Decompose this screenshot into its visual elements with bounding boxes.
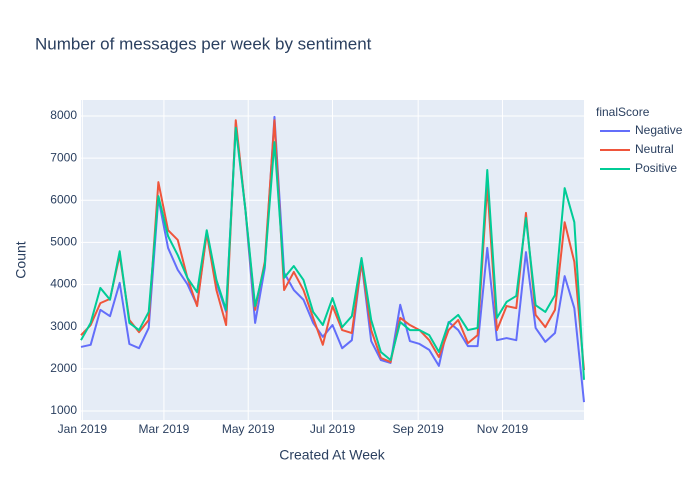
x-tick-label: Jan 2019 (58, 422, 108, 436)
x-tick-label: Jul 2019 (310, 422, 356, 436)
x-tick-label: Sep 2019 (392, 422, 444, 436)
legend-label: Neutral (635, 142, 674, 156)
y-tick-label: 1000 (50, 403, 77, 417)
chart-title: Number of messages per week by sentiment (35, 34, 372, 53)
y-tick-label: 8000 (50, 108, 77, 122)
x-tick-label: May 2019 (222, 422, 275, 436)
y-tick-label: 7000 (50, 150, 77, 164)
legend-label: Negative (635, 123, 683, 137)
x-tick-label: Mar 2019 (139, 422, 190, 436)
y-tick-label: 3000 (50, 319, 77, 333)
line-series (80, 119, 585, 371)
legend-title: finalScore (596, 105, 650, 119)
y-tick-label: 6000 (50, 192, 77, 206)
y-tick-label: 5000 (50, 235, 77, 249)
y-axis-title: Count (13, 241, 29, 278)
x-tick-label: Nov 2019 (477, 422, 529, 436)
y-tick-label: 4000 (50, 277, 77, 291)
line-series (80, 126, 585, 380)
x-axis-title: Created At Week (279, 447, 386, 463)
line-series (80, 115, 585, 403)
y-tick-label: 2000 (50, 361, 77, 375)
legend-label: Positive (635, 161, 677, 175)
